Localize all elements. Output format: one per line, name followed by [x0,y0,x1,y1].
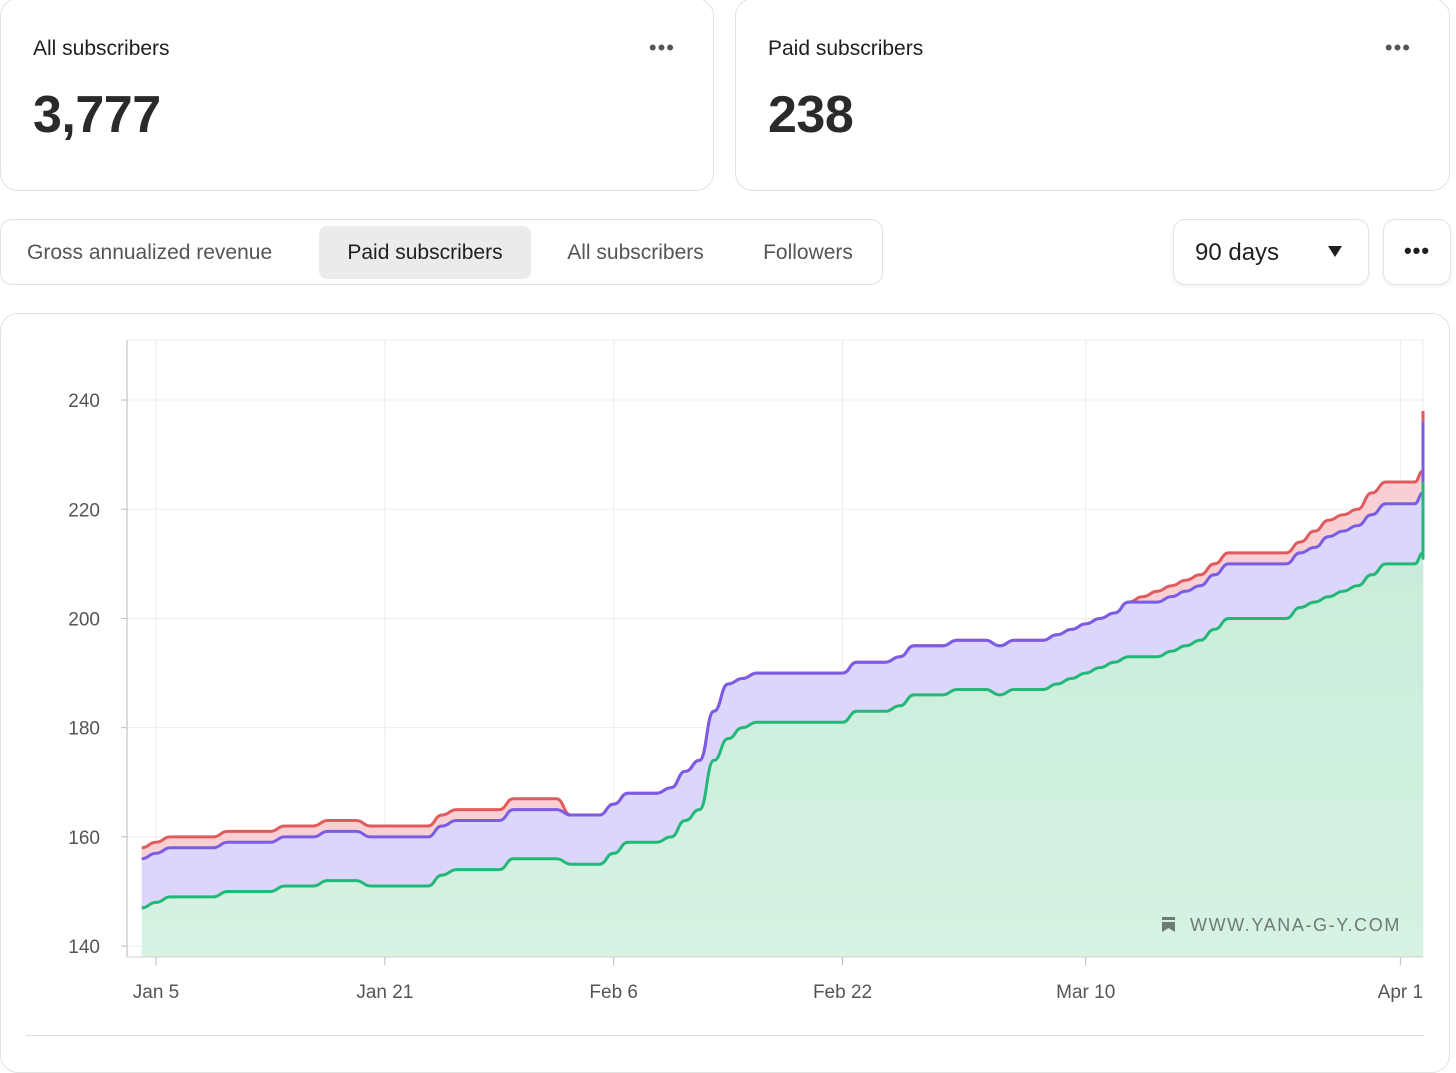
paid-subscribers-value: 238 [768,86,854,144]
all-subscribers-card: All subscribers 3,777 ••• [0,0,714,191]
range-select-value: 90 days [1195,239,1280,266]
x-tick-label: Jan 5 [133,982,179,1003]
chart-areas [141,411,1424,957]
paid-subscribers-more-icon[interactable]: ••• [1384,35,1411,60]
tab-gross-annualized-revenue[interactable]: Gross annualized revenue [27,241,273,264]
y-tick-label: 240 [68,391,100,412]
tab-paid-subscribers[interactable]: Paid subscribers [319,226,531,279]
range-select[interactable]: 90 days [1173,219,1369,285]
base-series-line [141,482,1425,910]
y-tick-label: 200 [68,609,100,630]
x-tick-label: Mar 10 [1056,982,1115,1003]
x-tick-label: Feb 6 [589,982,638,1003]
chart-lines [141,409,1425,910]
y-tick-label: 180 [68,719,100,740]
y-tick-label: 140 [68,937,100,958]
bookmark-icon [1162,917,1175,932]
tab-all-subscribers[interactable]: All subscribers [567,241,704,264]
bottom-divider [26,1035,1424,1036]
y-tick-label: 160 [68,828,100,849]
caret-down-icon [1328,246,1342,257]
base-area [141,482,1423,957]
x-tick-label: Apr 1 [1378,982,1423,1003]
mid-series-line [141,420,1425,861]
all-subscribers-value: 3,777 [33,86,161,144]
x-tick-label: Jan 21 [356,982,413,1003]
all-subscribers-label: All subscribers [33,37,170,60]
paid-subscribers-label: Paid subscribers [768,37,924,60]
watermark-text: WWW.YANA-G-Y.COM [1190,915,1401,935]
paid-subscribers-chart: 140 160 180 200 220 240 Jan 5 Jan 21 Feb 6 Feb 22… [68,339,1425,1003]
mid-area [141,421,1424,908]
chart-axes: 140 160 180 200 220 240 Jan 5 Jan 21 Feb 6 Feb 22… [68,340,1423,1003]
y-tick-label: 220 [68,500,100,521]
paid-subscribers-card: Paid subscribers 238 ••• [735,0,1450,191]
chart-more-button[interactable]: ••• [1383,219,1451,285]
all-subscribers-more-icon[interactable]: ••• [648,35,675,60]
tab-followers[interactable]: Followers [763,241,853,264]
x-tick-label: Feb 22 [813,982,872,1003]
metric-tabs: Gross annualized revenue Paid subscriber… [0,219,883,285]
watermark: WWW.YANA-G-Y.COM [1162,915,1401,935]
